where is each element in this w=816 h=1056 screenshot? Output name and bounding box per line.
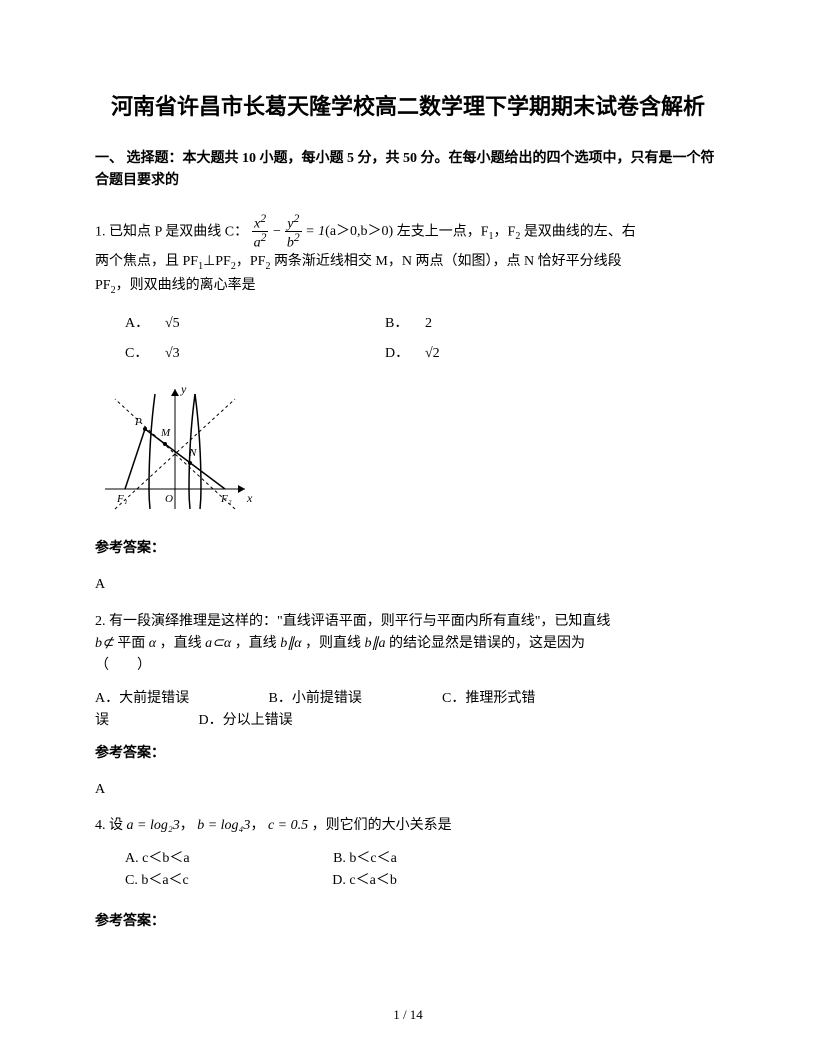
q4-optB: B. b＜c＜a: [333, 848, 467, 870]
q1-line2d: 两条渐近线相交 M，N 两点（如图），点 N 恰好平分线段: [270, 254, 621, 269]
q2-t2e: 的结论显然是错误的，这是因为: [389, 636, 585, 651]
q1-formula: x2a2 − y2b2 = 1(a＞0,b＞0): [252, 224, 397, 239]
q4-options: A. c＜b＜a B. b＜c＜a C. b＜a＜c D. c＜a＜b: [125, 848, 721, 893]
q2-sym-bpar: b∥α: [280, 636, 301, 651]
answer-label-1: 参考答案：: [95, 538, 721, 560]
q2-t2b: ，直线: [160, 636, 202, 651]
opt-c-label: C．: [125, 339, 165, 369]
q2-sym-bnotin: b⊄: [95, 636, 114, 651]
opt-a-val: √5: [165, 309, 385, 339]
q1-line3b: ，则双曲线的离心率是: [116, 278, 256, 293]
question-2: 2. 有一段演绎推理是这样的："直线评语平面，则平行与平面内所有直线"，已知直线…: [95, 611, 721, 678]
q1-after1c: 是双曲线的左、右: [520, 224, 636, 239]
q2-options: A．大前提错误 B．小前提错误 C．推理形式错 误 D．分以上错误: [95, 688, 721, 733]
opt-c-val: √3: [165, 339, 385, 369]
q1-line2c: ，PF: [236, 254, 266, 269]
q4-optC-v: b＜a＜c: [141, 870, 188, 892]
svg-text:F₂: F₂: [220, 493, 232, 505]
q4-prefix: 4. 设: [95, 818, 123, 833]
q1-after: 左支上一点，F: [397, 224, 489, 239]
opt-d-label: D．: [385, 339, 425, 369]
q4-optC: C. b＜a＜c: [125, 870, 259, 892]
q1-answer: A: [95, 574, 721, 596]
q2-t2d: ，则直线: [305, 636, 361, 651]
q2-optA: A．大前提错误: [95, 688, 265, 710]
q1-options: A． √5 B． 2 C． √3 D． √2: [125, 309, 721, 370]
q1-formula-cond: (a＞0,b＞0): [325, 224, 393, 239]
opt-b-label: B．: [385, 309, 425, 339]
q2-optD: D．分以上错误: [199, 710, 293, 732]
opt-b-val: 2: [425, 309, 645, 339]
q4-c: c = 0.5: [268, 818, 308, 833]
q4-optB-v: b＜c＜a: [349, 848, 396, 870]
q1-line2b: ⊥PF: [203, 254, 231, 269]
q1-line2a: 两个焦点，且 PF: [95, 254, 198, 269]
svg-text:N: N: [188, 447, 197, 459]
q4-a: a = log₂3: [127, 818, 180, 833]
q2-sym-bpara: b∥a: [365, 636, 386, 651]
q2-t1: 2. 有一段演绎推理是这样的："直线评语平面，则平行与平面内所有直线"，已知直线: [95, 614, 610, 629]
q1-prefix: 1. 已知点 P 是双曲线 C：: [95, 224, 248, 239]
q2-t2c: ，直线: [235, 636, 277, 651]
q2-sym-ain: a⊂α: [205, 636, 231, 651]
q2-optB: B．小前提错误: [269, 688, 439, 710]
q4-optA: A. c＜b＜a: [125, 848, 260, 870]
page-number: 1 / 14: [0, 1005, 816, 1026]
svg-text:x: x: [246, 491, 253, 505]
svg-text:O: O: [165, 493, 173, 505]
q2-optC: C．推理形式错: [442, 688, 535, 710]
section-heading: 一、 选择题：本大题共 10 小题，每小题 5 分，共 50 分。在每小题给出的…: [95, 148, 721, 193]
svg-text:M: M: [160, 427, 171, 439]
q2-t2a: 平面: [117, 636, 145, 651]
question-4: 4. 设 a = log₂3， b = log₄3， c = 0.5 ，则它们的…: [95, 815, 721, 837]
question-1: 1. 已知点 P 是双曲线 C： x2a2 − y2b2 = 1(a＞0,b＞0…: [95, 213, 721, 299]
q2-optC2: 误: [95, 710, 195, 732]
answer-label-4: 参考答案：: [95, 911, 721, 933]
page-title: 河南省许昌市长葛天隆学校高二数学理下学期期末试卷含解析: [95, 90, 721, 123]
q4-optD: D. c＜a＜b: [332, 870, 467, 892]
svg-text:y: y: [180, 382, 187, 396]
opt-a-label: A．: [125, 309, 165, 339]
q1-figure: x y P M N F₁ F₂ O: [95, 379, 721, 527]
opt-d-val: √2: [425, 339, 645, 369]
q4-optD-v: c＜a＜b: [349, 870, 396, 892]
q4-mid: ，则它们的大小关系是: [312, 818, 452, 833]
svg-text:F₁: F₁: [116, 493, 128, 505]
q2-t3: （ ）: [95, 658, 151, 673]
svg-text:P: P: [134, 416, 142, 428]
q4-optA-v: c＜b＜a: [142, 848, 189, 870]
q2-sym-alpha1: α: [149, 636, 156, 651]
q1-line3a: PF: [95, 278, 111, 293]
q2-answer: A: [95, 779, 721, 801]
answer-label-2: 参考答案：: [95, 743, 721, 765]
q4-b: b = log₄3: [197, 818, 250, 833]
q1-after1b: ，F: [494, 224, 516, 239]
